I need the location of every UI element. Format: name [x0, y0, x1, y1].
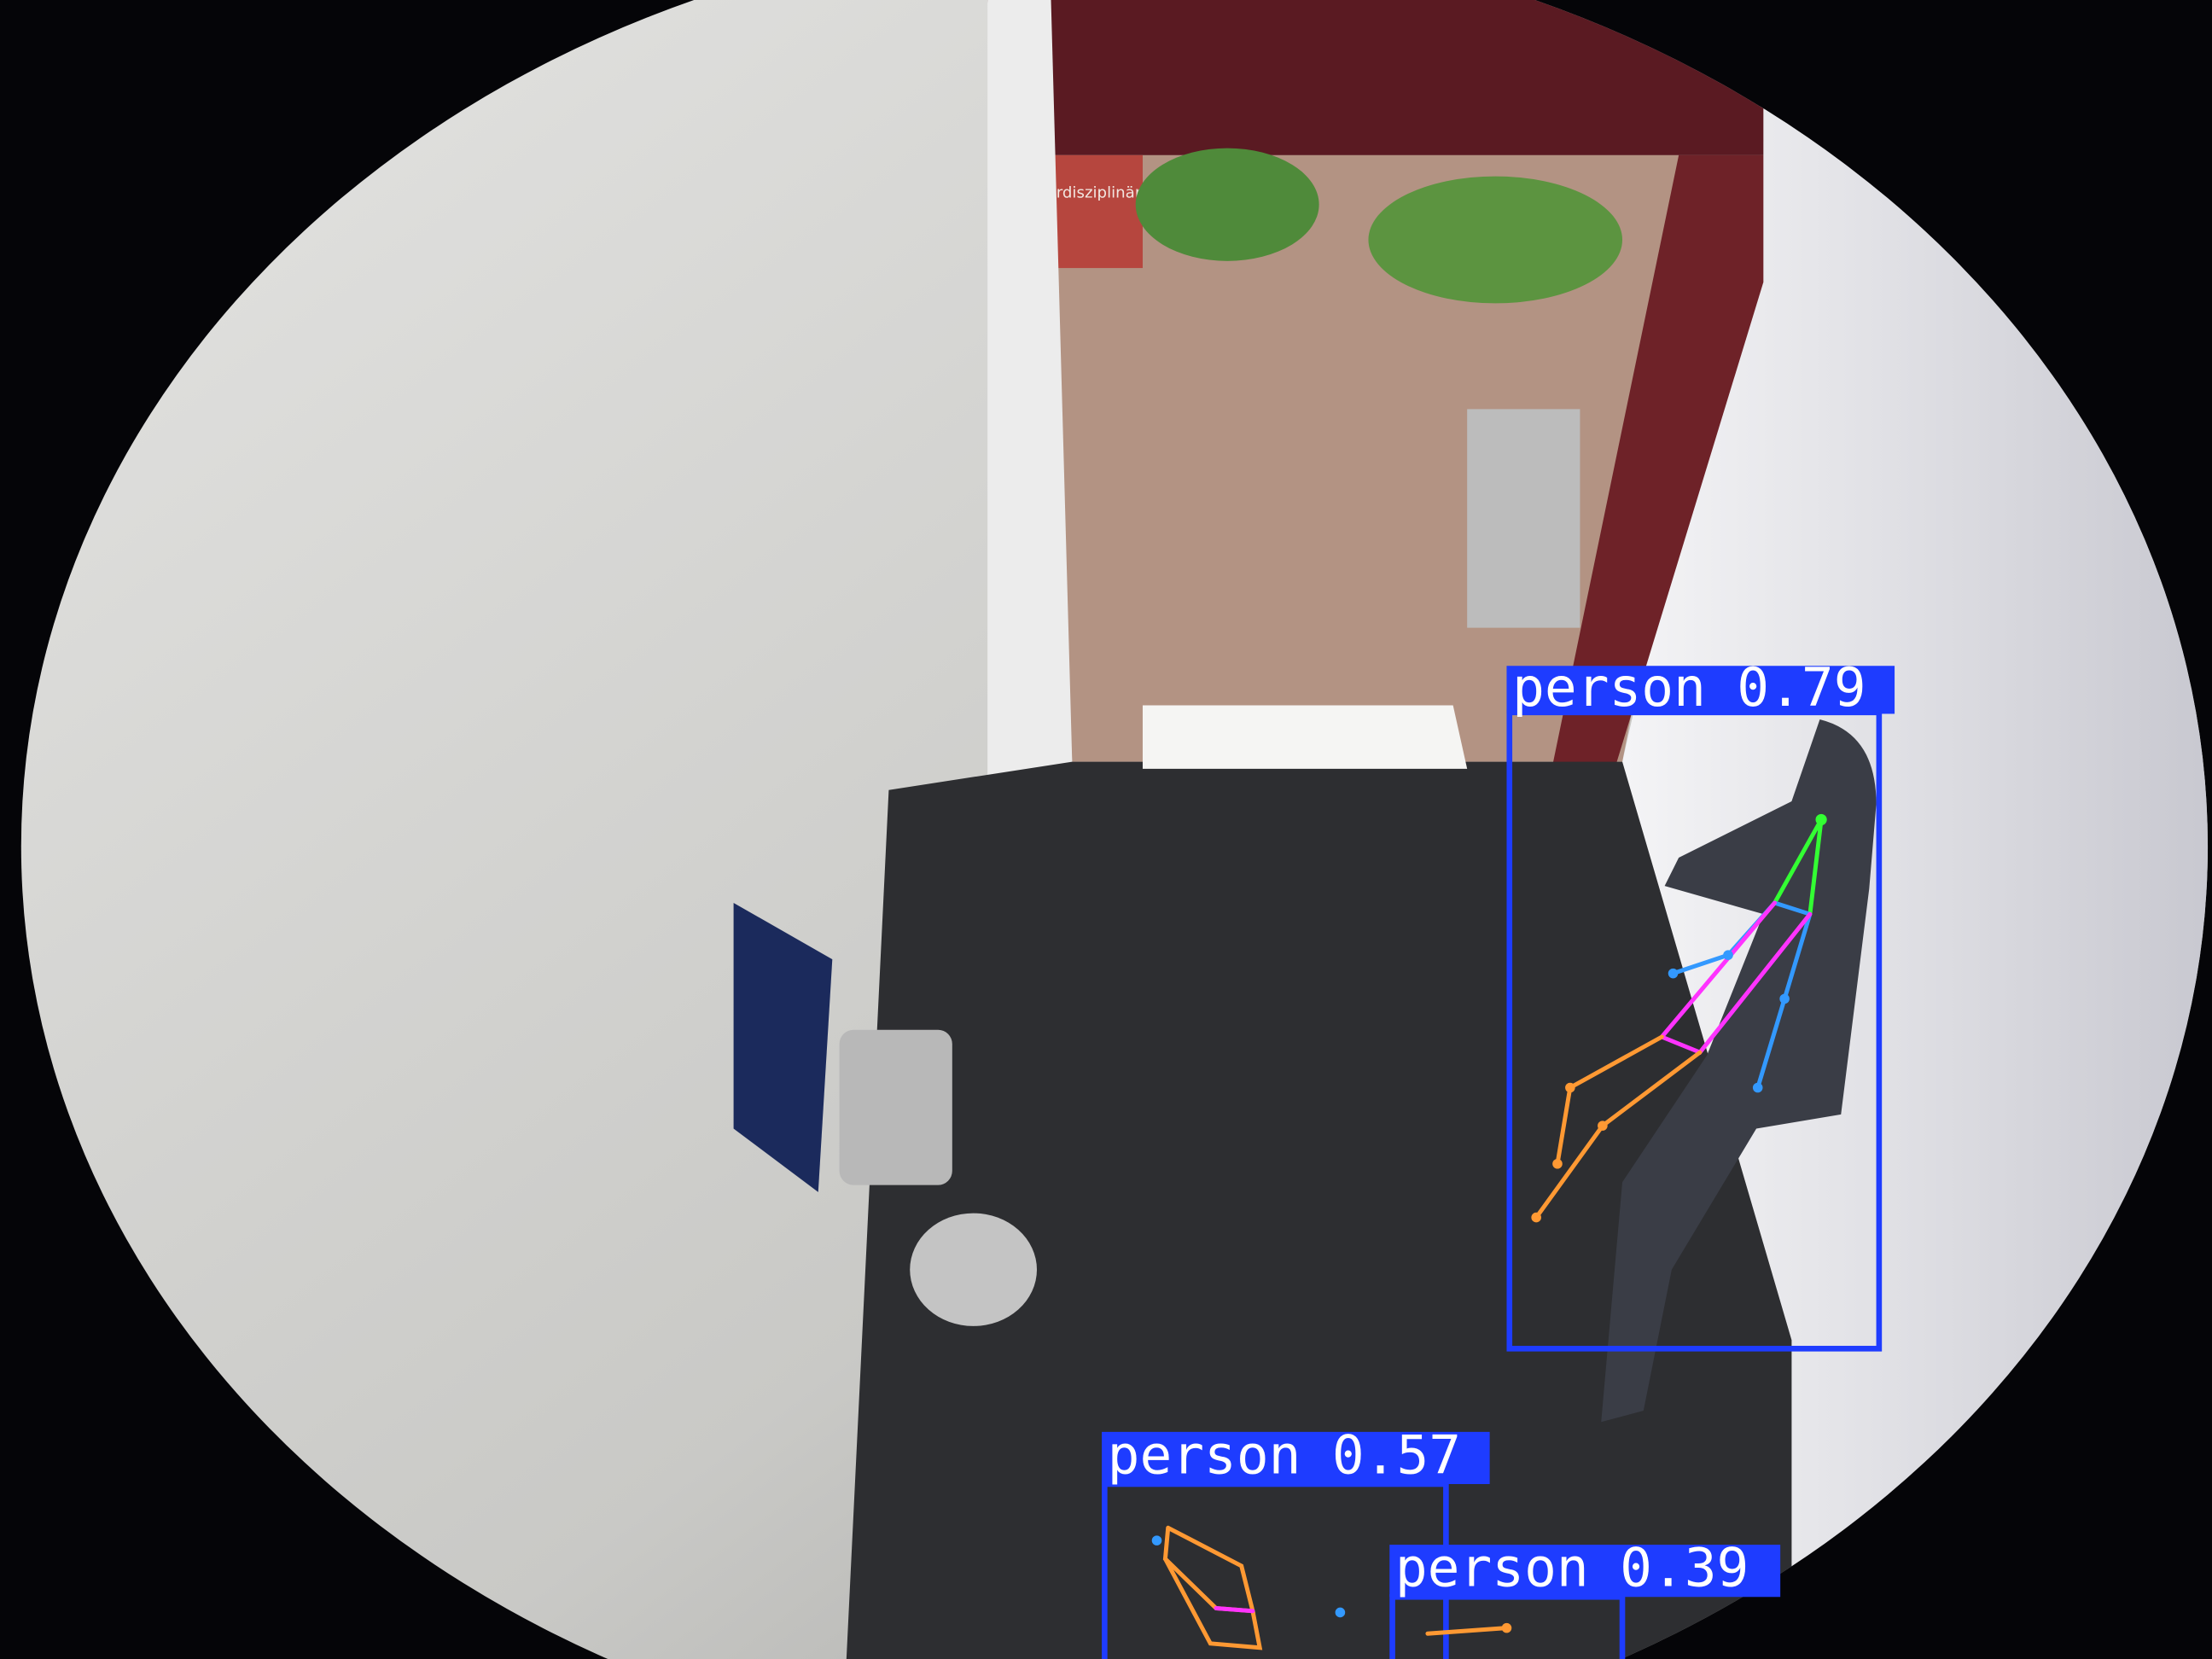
- class-name: person: [1108, 1423, 1301, 1486]
- tree: [1135, 148, 1319, 261]
- building: [1044, 154, 1143, 269]
- display-stand: [733, 902, 833, 1192]
- keypoint: [1565, 1082, 1575, 1093]
- right-wall: [1622, 0, 2209, 1659]
- detection-label: person 0.39: [1395, 1537, 1749, 1599]
- class-name: person: [1512, 656, 1706, 719]
- keypoint: [1752, 1082, 1763, 1093]
- limb: [1214, 1606, 1255, 1614]
- stand-base: [910, 1213, 1037, 1326]
- keypoint: [1598, 1121, 1608, 1131]
- floor: [846, 761, 1792, 1659]
- limb: [1425, 1626, 1509, 1636]
- label-background: [1506, 666, 1895, 714]
- label-background: [1102, 1431, 1490, 1485]
- confidence: 0.57: [1332, 1423, 1461, 1486]
- keypoint: [1552, 1158, 1563, 1169]
- sign-text: erdisziplinär: [1047, 183, 1142, 201]
- keypoint: [1151, 1535, 1162, 1545]
- tree: [1368, 176, 1623, 304]
- keypoint: [1668, 968, 1679, 979]
- sunlight: [1142, 705, 1468, 769]
- confidence: 0.39: [1620, 1537, 1749, 1599]
- detection-label: person 0.79: [1512, 656, 1866, 719]
- keypoint: [1501, 1622, 1512, 1633]
- class-name: person: [1395, 1537, 1589, 1599]
- limb: [1658, 900, 1813, 1056]
- label-background: [1389, 1545, 1781, 1598]
- dispenser: [839, 1029, 952, 1185]
- keypoint: [1815, 813, 1827, 826]
- detection-label: person 0.57: [1108, 1423, 1461, 1486]
- keypoints: [1151, 813, 1827, 1633]
- door-frame: [987, 0, 1764, 155]
- trash-bin: [1467, 409, 1580, 628]
- limb: [1773, 900, 1813, 917]
- confidence: 0.79: [1737, 656, 1866, 719]
- person-figure: [1601, 719, 1877, 1423]
- keypoint: [1779, 993, 1790, 1004]
- keypoint: [1531, 1212, 1541, 1223]
- door-post: [1551, 154, 1764, 790]
- keypoint: [1335, 1607, 1346, 1618]
- detection-overlay: person 0.79 person 0.57 person 0.39: [1102, 656, 1895, 1659]
- door-jamb: [987, 0, 1073, 818]
- limb: [1162, 1557, 1263, 1650]
- keypoint: [1723, 950, 1733, 960]
